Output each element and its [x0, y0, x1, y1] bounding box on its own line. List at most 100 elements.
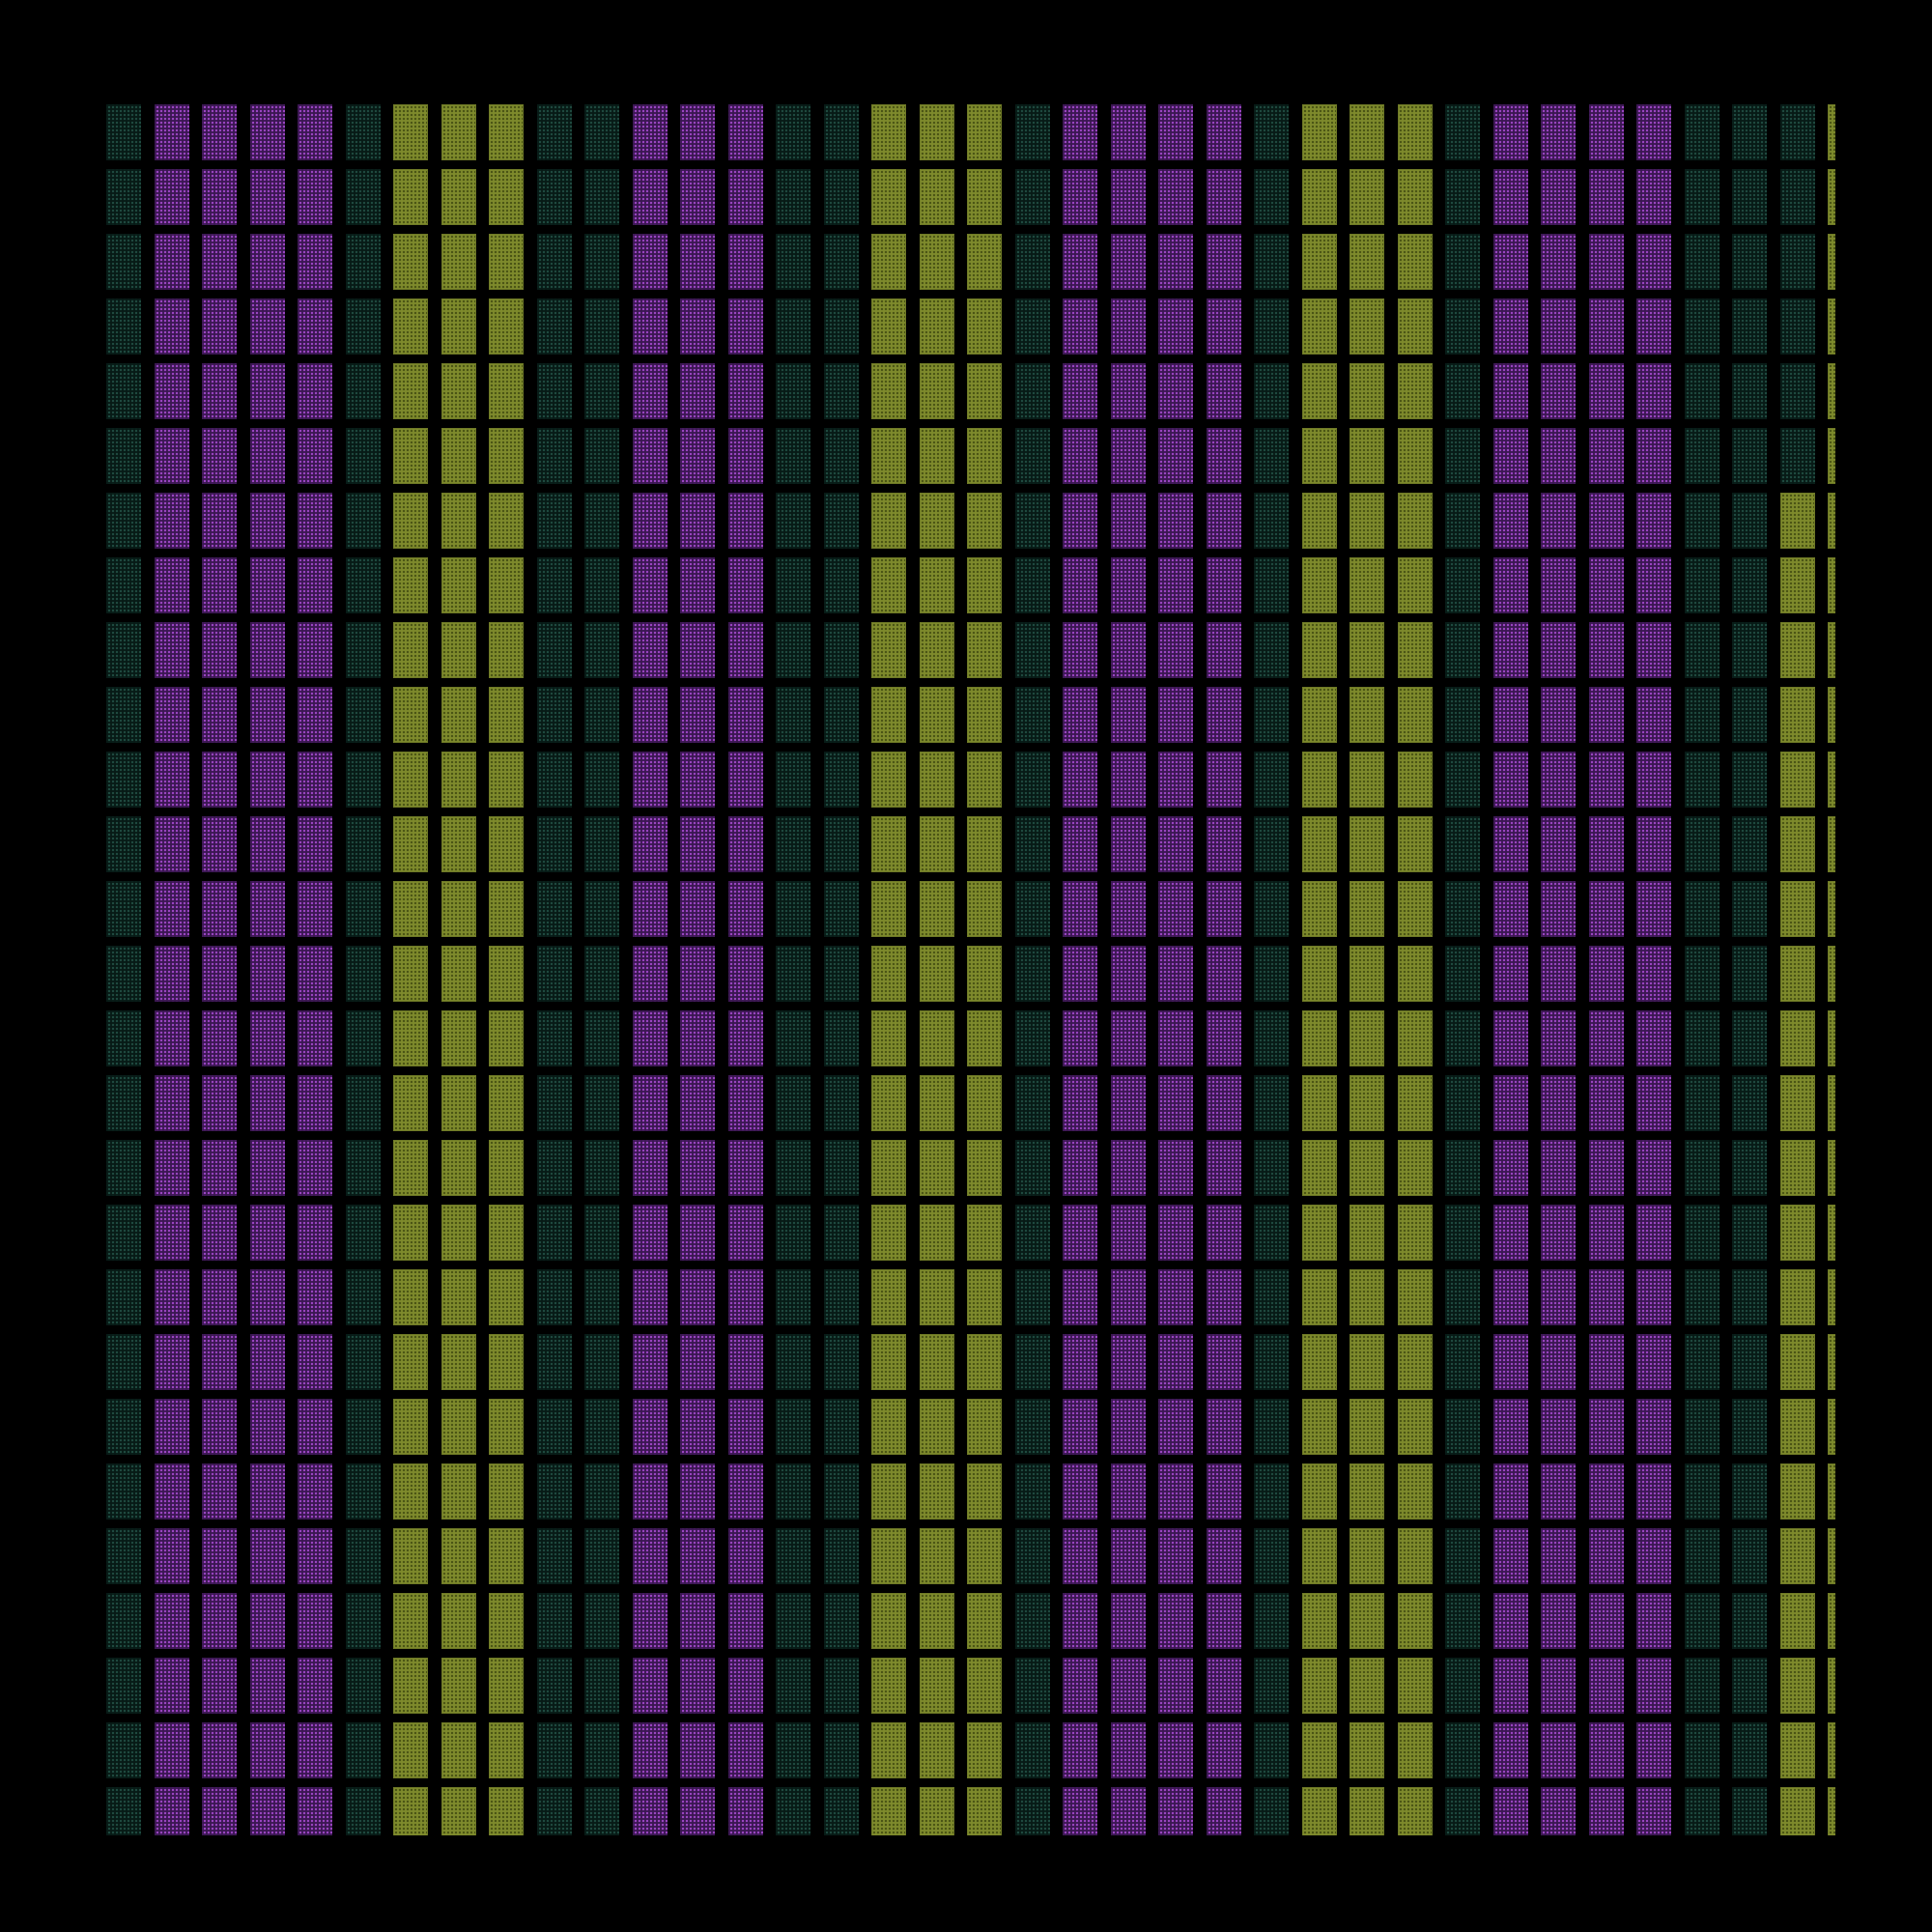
pattern-tile	[1828, 1140, 1835, 1196]
pattern-tile	[727, 298, 763, 355]
pattern-tile	[1732, 428, 1767, 484]
pattern-tile	[249, 1075, 285, 1131]
pattern-tile	[727, 1140, 763, 1196]
pattern-tile	[1397, 1593, 1433, 1649]
pattern-tile	[1779, 1528, 1815, 1584]
pattern-tile	[919, 557, 954, 613]
pattern-tile	[489, 1269, 524, 1325]
pattern-tile	[967, 104, 1002, 160]
pattern-tile	[1588, 234, 1624, 290]
pattern-tile	[1779, 622, 1815, 678]
pattern-tile	[1684, 363, 1719, 419]
pattern-tile	[1779, 1010, 1815, 1066]
pattern-tile	[1350, 557, 1384, 613]
pattern-tile	[680, 169, 715, 225]
pattern-tile	[1350, 622, 1384, 678]
pattern-tile	[1014, 104, 1050, 160]
pattern-tile	[1063, 1075, 1097, 1131]
pattern-tile	[249, 816, 285, 872]
pattern-tile	[1110, 363, 1146, 419]
pattern-tile	[1828, 881, 1835, 937]
pattern-tile	[871, 1140, 906, 1196]
pattern-tile	[680, 752, 715, 808]
pattern-tile	[298, 1528, 332, 1584]
pattern-tile	[393, 298, 428, 355]
pattern-tile	[1063, 363, 1097, 419]
pattern-tile	[1206, 169, 1241, 225]
pattern-tile	[298, 1399, 332, 1455]
pattern-tile	[727, 363, 763, 419]
pattern-tile	[1350, 104, 1384, 160]
pattern-tile	[106, 1075, 141, 1131]
pattern-tile	[1588, 1140, 1624, 1196]
pattern-tile	[393, 1722, 428, 1778]
pattern-tile	[1732, 169, 1767, 225]
pattern-tile	[823, 234, 859, 290]
pattern-tile	[632, 298, 668, 355]
pattern-tile	[1828, 752, 1835, 808]
pattern-tile	[1254, 493, 1289, 549]
pattern-tile	[1254, 1269, 1289, 1325]
pattern-tile	[1063, 687, 1097, 743]
pattern-tile	[680, 234, 715, 290]
pattern-tile	[154, 1140, 189, 1196]
pattern-tile	[632, 881, 668, 937]
pattern-tile	[536, 1722, 572, 1778]
pattern-tile	[1301, 1722, 1337, 1778]
pattern-tile	[1541, 1463, 1576, 1520]
pattern-tile	[727, 557, 763, 613]
pattern-tile	[1350, 881, 1384, 937]
pattern-tile	[1301, 169, 1337, 225]
pattern-tile	[345, 493, 381, 549]
pattern-tile	[919, 1140, 954, 1196]
pattern-tile	[1158, 234, 1193, 290]
pattern-tile	[871, 1463, 906, 1520]
pattern-tile	[154, 1334, 189, 1390]
pattern-tile	[632, 816, 668, 872]
pattern-tile	[823, 622, 859, 678]
pattern-tile	[202, 1140, 237, 1196]
pattern-tile	[1445, 1658, 1480, 1714]
pattern-tile	[1684, 752, 1719, 808]
pattern-tile	[1445, 298, 1480, 355]
pattern-tile	[1350, 946, 1384, 1002]
pattern-tile	[249, 1334, 285, 1390]
pattern-tile	[345, 881, 381, 937]
pattern-tile	[680, 298, 715, 355]
pattern-tile	[154, 169, 189, 225]
pattern-tile	[1350, 1399, 1384, 1455]
pattern-tile	[1828, 1334, 1835, 1390]
pattern-tile	[1541, 1075, 1576, 1131]
pattern-tile	[1397, 363, 1433, 419]
pattern-tile	[106, 104, 141, 160]
pattern-tile	[1779, 1787, 1815, 1835]
pattern-tile	[106, 234, 141, 290]
pattern-tile	[1732, 1722, 1767, 1778]
pattern-tile	[1588, 1075, 1624, 1131]
pattern-tile	[823, 881, 859, 937]
pattern-tile	[106, 1269, 141, 1325]
pattern-tile	[680, 1722, 715, 1778]
pattern-tile	[1541, 1528, 1576, 1584]
pattern-tile	[1014, 557, 1050, 613]
pattern-tile	[202, 622, 237, 678]
pattern-tile	[680, 881, 715, 937]
pattern-tile	[919, 881, 954, 937]
pattern-tile	[1445, 1140, 1480, 1196]
pattern-tile	[1014, 428, 1050, 484]
pattern-tile	[776, 1399, 810, 1455]
pattern-tile	[1684, 1205, 1719, 1261]
pattern-tile	[1063, 1205, 1097, 1261]
pattern-tile	[919, 428, 954, 484]
pattern-tile	[1588, 1658, 1624, 1714]
pattern-tile	[632, 946, 668, 1002]
pattern-tile	[1492, 1205, 1528, 1261]
pattern-tile	[298, 752, 332, 808]
pattern-tile	[489, 1399, 524, 1455]
pattern-tile	[871, 1658, 906, 1714]
pattern-tile	[1110, 169, 1146, 225]
pattern-tile	[1732, 1658, 1767, 1714]
pattern-tile	[632, 104, 668, 160]
pattern-tile	[1492, 1140, 1528, 1196]
